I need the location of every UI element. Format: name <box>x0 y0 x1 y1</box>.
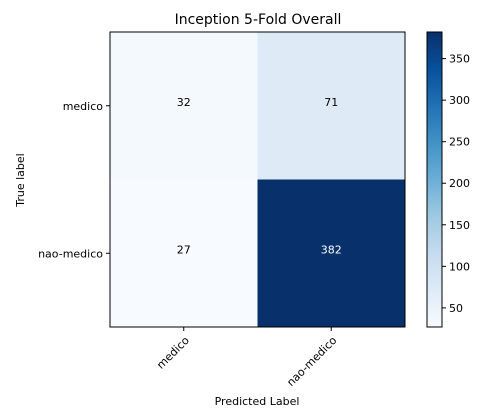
colorbar-tick-label: 150 <box>449 219 470 232</box>
colorbar-tick-label: 200 <box>449 177 470 190</box>
colorbar-tick-label: 300 <box>449 94 470 107</box>
heatmap-cell <box>257 32 405 180</box>
x-axis-ticks: medico nao-medico <box>154 327 340 389</box>
cell-value-labels: 32 71 27 382 <box>177 96 342 257</box>
colorbar-tick-label: 50 <box>449 302 463 315</box>
colorbar-tick-label: 250 <box>449 136 470 149</box>
heatmap-cell <box>110 32 258 180</box>
plot-frame <box>109 31 406 328</box>
y-tick-label: medico <box>63 100 104 113</box>
y-tick-label: nao-medico <box>38 247 103 260</box>
colorbar <box>426 31 443 328</box>
x-tick-label: medico <box>154 334 192 372</box>
x-axis-label: Predicted Label <box>215 395 300 408</box>
cell-value-label: 27 <box>177 243 191 256</box>
chart-title: Inception 5-Fold Overall <box>175 12 342 28</box>
heatmap-cells <box>110 32 405 327</box>
heatmap-cell <box>110 179 258 327</box>
cell-value-label: 71 <box>324 96 338 109</box>
colorbar-ticks: 50 100 150 200 250 300 350 <box>442 53 470 315</box>
cell-value-label: 32 <box>177 96 191 109</box>
x-tick-label: nao-medico <box>284 334 339 389</box>
cell-value-label: 382 <box>321 243 342 256</box>
y-axis-ticks: medico nao-medico <box>38 100 110 260</box>
y-axis-label: True label <box>14 153 27 207</box>
heatmap-cell <box>257 179 405 327</box>
colorbar-tick-label: 350 <box>449 53 470 66</box>
colorbar-tick-label: 100 <box>449 260 470 273</box>
